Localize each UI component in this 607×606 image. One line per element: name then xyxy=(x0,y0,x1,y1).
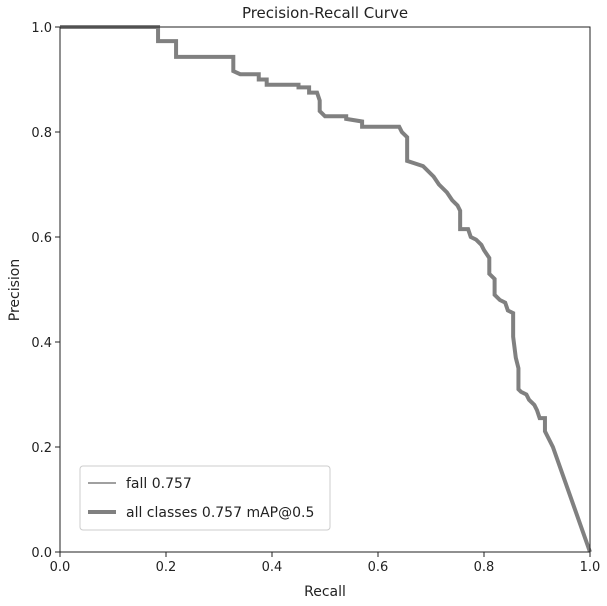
y-tick-label: 0.2 xyxy=(31,441,52,456)
y-tick-label: 1.0 xyxy=(31,21,52,36)
x-tick-label: 0.0 xyxy=(50,560,71,575)
plot-frame xyxy=(59,26,591,553)
x-tick-label: 0.6 xyxy=(368,560,389,575)
legend: fall 0.757 all classes 0.757 mAP@0.5 xyxy=(79,465,331,531)
legend-box xyxy=(79,465,331,531)
series-fall-line xyxy=(60,26,591,553)
x-tick-label: 0.8 xyxy=(474,560,495,575)
legend-label-fall: fall 0.757 xyxy=(126,476,192,492)
x-tick-label: 1.0 xyxy=(580,560,601,575)
x-axis-label: Recall xyxy=(304,584,346,600)
x-tick-label: 0.4 xyxy=(262,560,283,575)
y-axis-label: Precision xyxy=(7,259,23,321)
y-tick-label: 0.8 xyxy=(31,126,52,141)
legend-label-all-classes: all classes 0.757 mAP@0.5 xyxy=(126,505,314,521)
x-tick-label: 0.2 xyxy=(156,560,177,575)
y-tick-label: 0.4 xyxy=(31,336,52,351)
y-tick-label: 0.0 xyxy=(31,546,52,561)
chart-title: Precision-Recall Curve xyxy=(242,4,408,22)
y-tick-label: 0.6 xyxy=(31,231,52,246)
